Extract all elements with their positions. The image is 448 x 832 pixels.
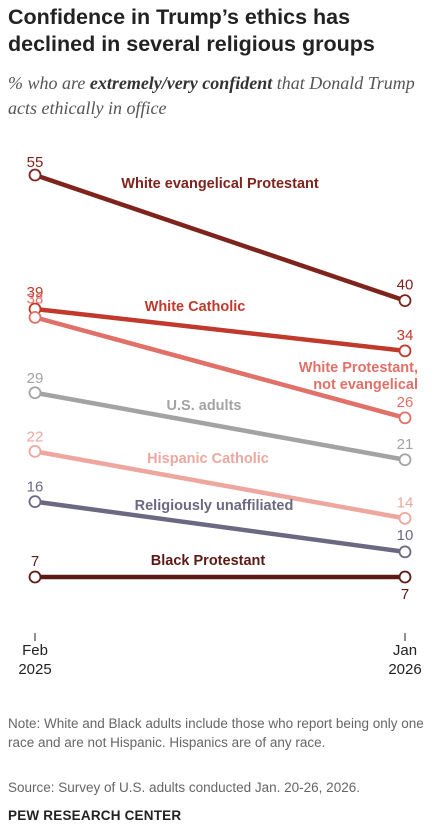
x-tick-label: Jan xyxy=(393,642,417,659)
chart-subtitle: % who are extremely/very confident that … xyxy=(8,71,440,121)
data-label: 40 xyxy=(397,277,414,294)
data-label: 29 xyxy=(27,370,44,387)
data-point xyxy=(30,170,41,181)
data-label: 16 xyxy=(27,479,44,496)
data-point xyxy=(400,546,411,557)
data-point xyxy=(30,312,41,323)
data-point xyxy=(30,446,41,457)
data-point xyxy=(400,513,411,524)
series-line xyxy=(35,175,405,301)
data-point xyxy=(400,572,411,583)
series-label: White evangelical Protestant xyxy=(121,176,319,192)
data-point xyxy=(400,295,411,306)
series-label: Hispanic Catholic xyxy=(147,451,269,467)
data-label: 21 xyxy=(397,436,414,453)
chart-title: Confidence in Trump’s ethics has decline… xyxy=(8,4,440,58)
data-point xyxy=(30,496,41,507)
series-line xyxy=(35,309,405,351)
data-label: 26 xyxy=(397,394,414,411)
data-label: 7 xyxy=(31,553,39,570)
x-tick-label: 2025 xyxy=(18,661,51,678)
x-tick-label: 2026 xyxy=(388,661,421,678)
series-label: Black Protestant xyxy=(151,553,266,569)
data-point xyxy=(400,412,411,423)
data-label: 7 xyxy=(401,586,409,603)
x-tick-label: Feb xyxy=(22,642,48,659)
data-label: 55 xyxy=(27,154,44,171)
series-label: U.S. adults xyxy=(167,398,242,414)
data-label: 38 xyxy=(27,290,44,307)
series-label: White Catholic xyxy=(145,299,246,315)
series-label: Religiously unaffiliated xyxy=(135,498,294,514)
data-label: 10 xyxy=(397,527,414,544)
data-point xyxy=(30,387,41,398)
data-label: 14 xyxy=(397,494,414,511)
line-chart: Feb 2025 Jan 2026 55 40 White evangelical Prot… xyxy=(0,130,448,690)
data-point xyxy=(400,345,411,356)
series-label: not evangelical xyxy=(313,377,418,393)
brand-logo-text: PEW RESEARCH CENTER xyxy=(8,808,181,823)
chart-note: Note: White and Black adults include tho… xyxy=(8,714,436,752)
data-point xyxy=(400,454,411,465)
series-label: White Protestant, xyxy=(299,360,418,376)
data-label: 22 xyxy=(27,428,44,445)
subtitle-prefix: % who are xyxy=(8,73,90,93)
data-label: 34 xyxy=(397,327,414,344)
chart-source: Source: Survey of U.S. adults conducted … xyxy=(8,778,436,797)
subtitle-emphasis: extremely/very confident xyxy=(90,73,272,93)
data-point xyxy=(30,572,41,583)
